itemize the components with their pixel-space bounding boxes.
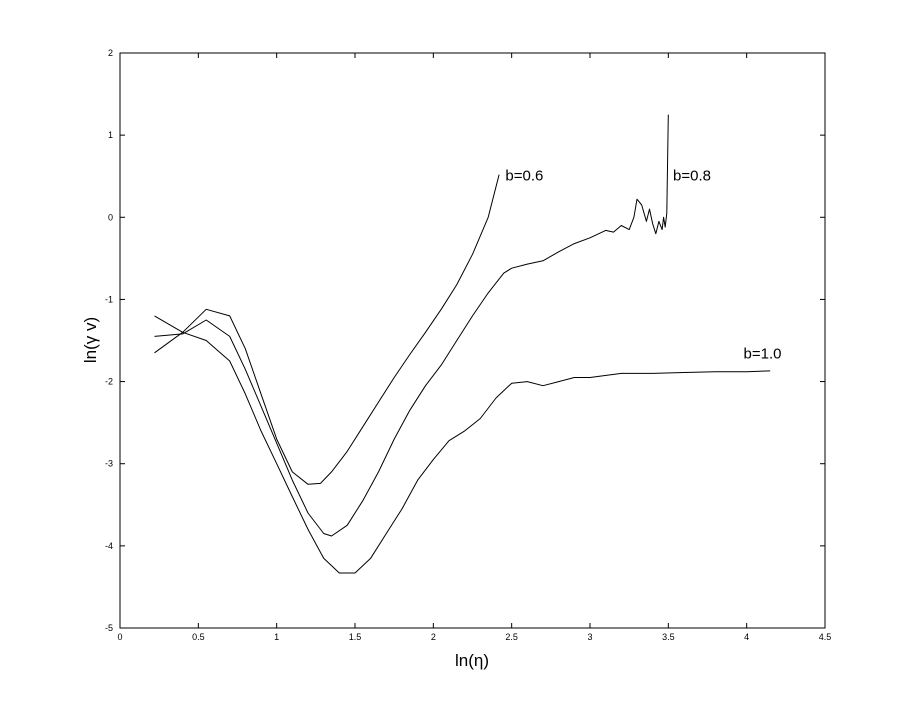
x-tick-label: 2.5 [505, 632, 518, 642]
series-annotation: b=0.8 [673, 167, 711, 184]
x-tick-label: 1 [274, 632, 279, 642]
series-line-b-0-6 [154, 174, 500, 485]
series-line-b-0-8 [154, 114, 669, 537]
annotation-layer: b=0.6 b=0.8 b=1.0 [505, 167, 781, 362]
x-tick-label: 0.5 [192, 632, 205, 642]
y-tick-label: 2 [108, 48, 113, 58]
y-axis-label: ln(γ v) [81, 317, 100, 363]
x-tick-label: 3 [587, 632, 592, 642]
y-tick-label: -5 [105, 623, 113, 633]
y-tick-label: 1 [108, 130, 113, 140]
plot-area [119, 52, 826, 629]
x-axis-label: ln(η) [455, 651, 489, 670]
x-tick-label: 4.5 [819, 632, 832, 642]
series-layer [154, 114, 771, 574]
series-annotation: b=1.0 [744, 346, 782, 363]
y-tick-label: -4 [105, 541, 113, 551]
series-line-b-1-0 [154, 315, 771, 574]
y-tick-label: -1 [105, 294, 113, 304]
x-tick-label: 2 [431, 632, 436, 642]
y-tick-label: 0 [108, 212, 113, 222]
axis-ticks: 0 0.5 1 1.5 2 2.5 3 3.5 4 4.5 -5 -4 -3 -2 -1 0 1 2 [105, 48, 831, 642]
y-tick-label: -2 [105, 377, 113, 387]
x-tick-label: 4 [744, 632, 749, 642]
x-tick-label: 0 [117, 632, 122, 642]
series-annotation: b=0.6 [505, 167, 543, 184]
x-tick-label: 1.5 [349, 632, 362, 642]
y-tick-label: -3 [105, 459, 113, 469]
x-tick-label: 3.5 [662, 632, 675, 642]
